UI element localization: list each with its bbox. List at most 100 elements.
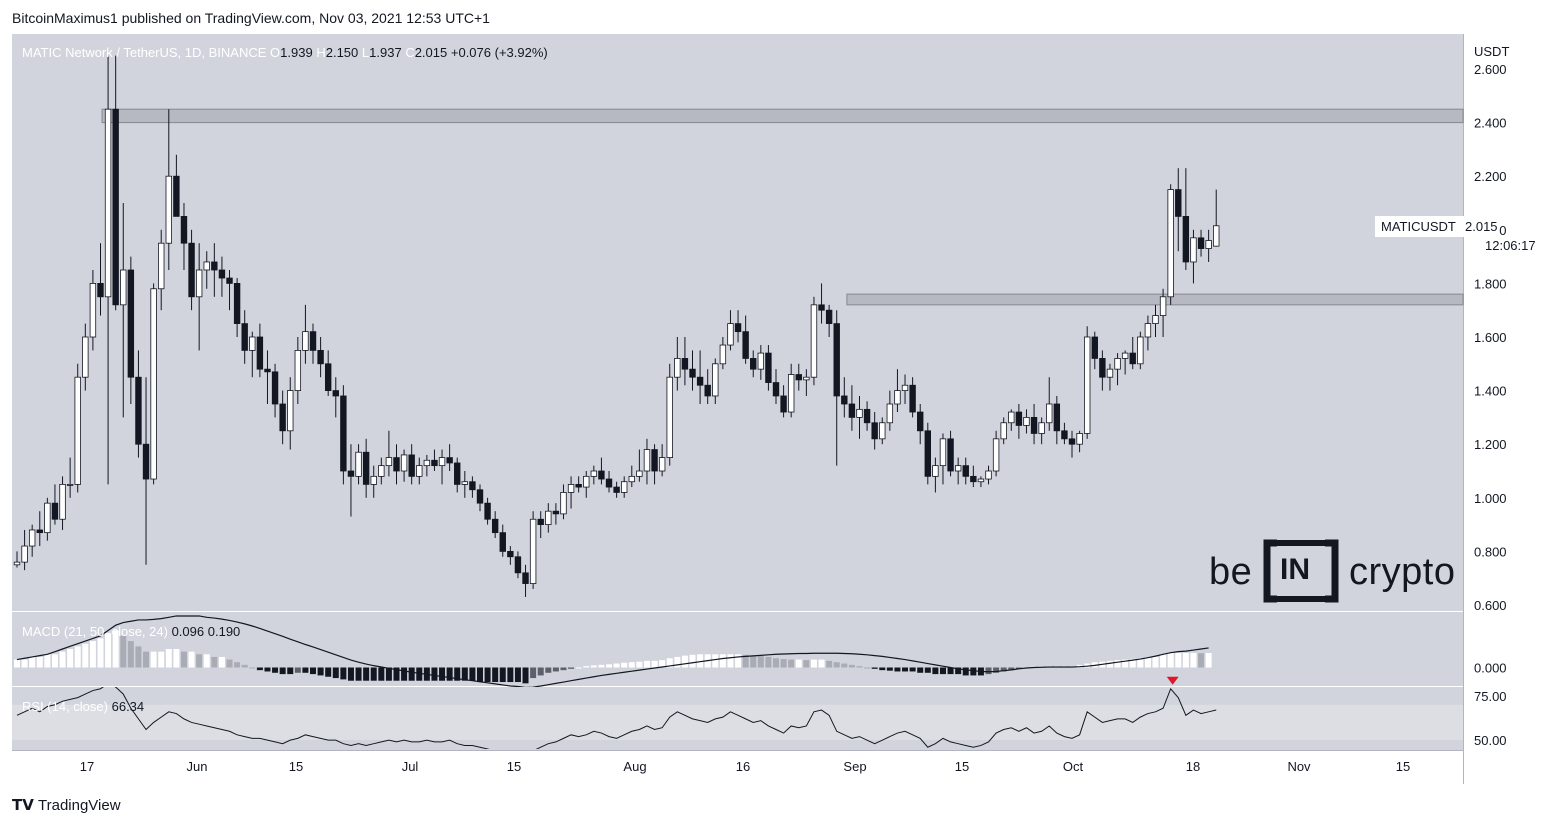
candle bbox=[939, 433, 947, 485]
candle-body bbox=[552, 510, 560, 515]
candle bbox=[1205, 229, 1212, 262]
candle-body bbox=[28, 529, 36, 547]
candle-body bbox=[598, 470, 605, 480]
candle-body bbox=[932, 465, 939, 477]
price-tick-label: 1.000 bbox=[1474, 491, 1507, 506]
macd-histogram-bar bbox=[575, 667, 582, 669]
candle bbox=[1182, 168, 1190, 270]
chart-frame[interactable]: USDT2.6002.4002.2002.0001.8001.6001.4001… bbox=[12, 34, 1550, 784]
macd-histogram-bar bbox=[871, 667, 878, 669]
candle-body bbox=[347, 470, 355, 477]
candle-body bbox=[689, 368, 696, 378]
candle-body bbox=[36, 529, 43, 534]
macd-histogram-bar bbox=[454, 667, 461, 681]
candle-body bbox=[1190, 237, 1197, 263]
candle bbox=[416, 457, 423, 485]
candle bbox=[674, 337, 681, 391]
candle-body bbox=[545, 510, 552, 526]
macd-histogram-bar bbox=[742, 654, 749, 668]
candle bbox=[355, 444, 362, 485]
candle-body bbox=[583, 475, 590, 488]
candle-body bbox=[1197, 237, 1205, 249]
candle bbox=[127, 256, 135, 404]
candle-body bbox=[575, 483, 582, 488]
macd-histogram-bar bbox=[165, 649, 172, 668]
candle bbox=[605, 471, 613, 493]
candle bbox=[484, 497, 491, 525]
candle bbox=[567, 476, 575, 509]
price-label-symbol: MATICUSDT bbox=[1381, 219, 1456, 234]
macd-histogram-bar bbox=[173, 649, 180, 668]
macd-histogram-bar bbox=[431, 667, 438, 681]
macd-histogram-bar bbox=[264, 667, 271, 672]
candle-body bbox=[765, 352, 772, 383]
candle bbox=[681, 337, 689, 386]
candle-body bbox=[499, 532, 506, 552]
rsi-band bbox=[12, 704, 1463, 741]
macd-value-1: 0.096 bbox=[171, 624, 205, 639]
candle bbox=[1159, 288, 1167, 337]
candle bbox=[1038, 417, 1045, 445]
chart-svg[interactable]: USDT2.6002.4002.2002.0001.8001.6001.4001… bbox=[12, 34, 1550, 784]
candle-body bbox=[522, 572, 529, 584]
footer-brand: TradingView bbox=[38, 797, 121, 814]
macd-histogram-bar bbox=[939, 667, 946, 675]
candle-body bbox=[742, 331, 749, 359]
candle-body bbox=[825, 309, 833, 325]
candle bbox=[302, 304, 309, 364]
macd-histogram-bar bbox=[985, 667, 992, 675]
macd-histogram-bar bbox=[476, 667, 483, 683]
candle bbox=[66, 457, 74, 498]
candle bbox=[1091, 331, 1098, 370]
logo-bracket-icon bbox=[1263, 539, 1339, 603]
candle-body bbox=[13, 561, 21, 566]
candle bbox=[514, 551, 522, 579]
candle bbox=[1144, 315, 1152, 351]
candle bbox=[932, 457, 939, 493]
macd-histogram-bar bbox=[340, 667, 347, 680]
candle-body bbox=[977, 478, 985, 483]
candle-body bbox=[507, 551, 514, 558]
macd-histogram-bar bbox=[810, 659, 817, 668]
candle bbox=[810, 296, 818, 386]
legend-open: 1.939 bbox=[280, 45, 313, 60]
candle-body bbox=[681, 358, 689, 370]
candle-body bbox=[856, 408, 863, 418]
price-tick-label: 1.600 bbox=[1474, 330, 1507, 345]
candle bbox=[1099, 350, 1106, 391]
candle bbox=[218, 256, 226, 297]
candle-body bbox=[719, 344, 727, 365]
macd-histogram-bar bbox=[674, 656, 681, 668]
candle-body bbox=[1175, 189, 1182, 217]
macd-histogram-bar bbox=[621, 662, 628, 668]
candle bbox=[165, 109, 172, 270]
time-tick-label: Jul bbox=[402, 759, 419, 774]
macd-histogram-bar bbox=[1000, 667, 1007, 672]
candle bbox=[545, 503, 552, 533]
macd-histogram-bar bbox=[507, 667, 514, 683]
candle bbox=[871, 412, 878, 450]
time-tick-label: 16 bbox=[736, 759, 750, 774]
candle bbox=[264, 350, 271, 404]
macd-histogram-bar bbox=[1008, 667, 1015, 671]
candle-body bbox=[772, 382, 780, 397]
candle bbox=[696, 350, 704, 404]
candle-body bbox=[21, 545, 28, 563]
candle-body bbox=[621, 481, 628, 493]
candle bbox=[142, 377, 150, 565]
macd-histogram-bar bbox=[385, 667, 392, 681]
candle-body bbox=[954, 465, 962, 472]
candle bbox=[1046, 377, 1053, 431]
macd-histogram-bar bbox=[613, 663, 620, 668]
candle bbox=[613, 481, 620, 498]
candle bbox=[894, 369, 901, 413]
candle-body bbox=[241, 323, 248, 351]
candle-body bbox=[787, 374, 795, 413]
candle bbox=[1114, 353, 1121, 386]
candle-body bbox=[340, 395, 347, 472]
candle-body bbox=[666, 376, 673, 459]
macd-histogram-bar bbox=[826, 660, 833, 668]
candle bbox=[765, 345, 772, 391]
candle bbox=[1030, 404, 1038, 445]
candle-body bbox=[211, 261, 218, 271]
